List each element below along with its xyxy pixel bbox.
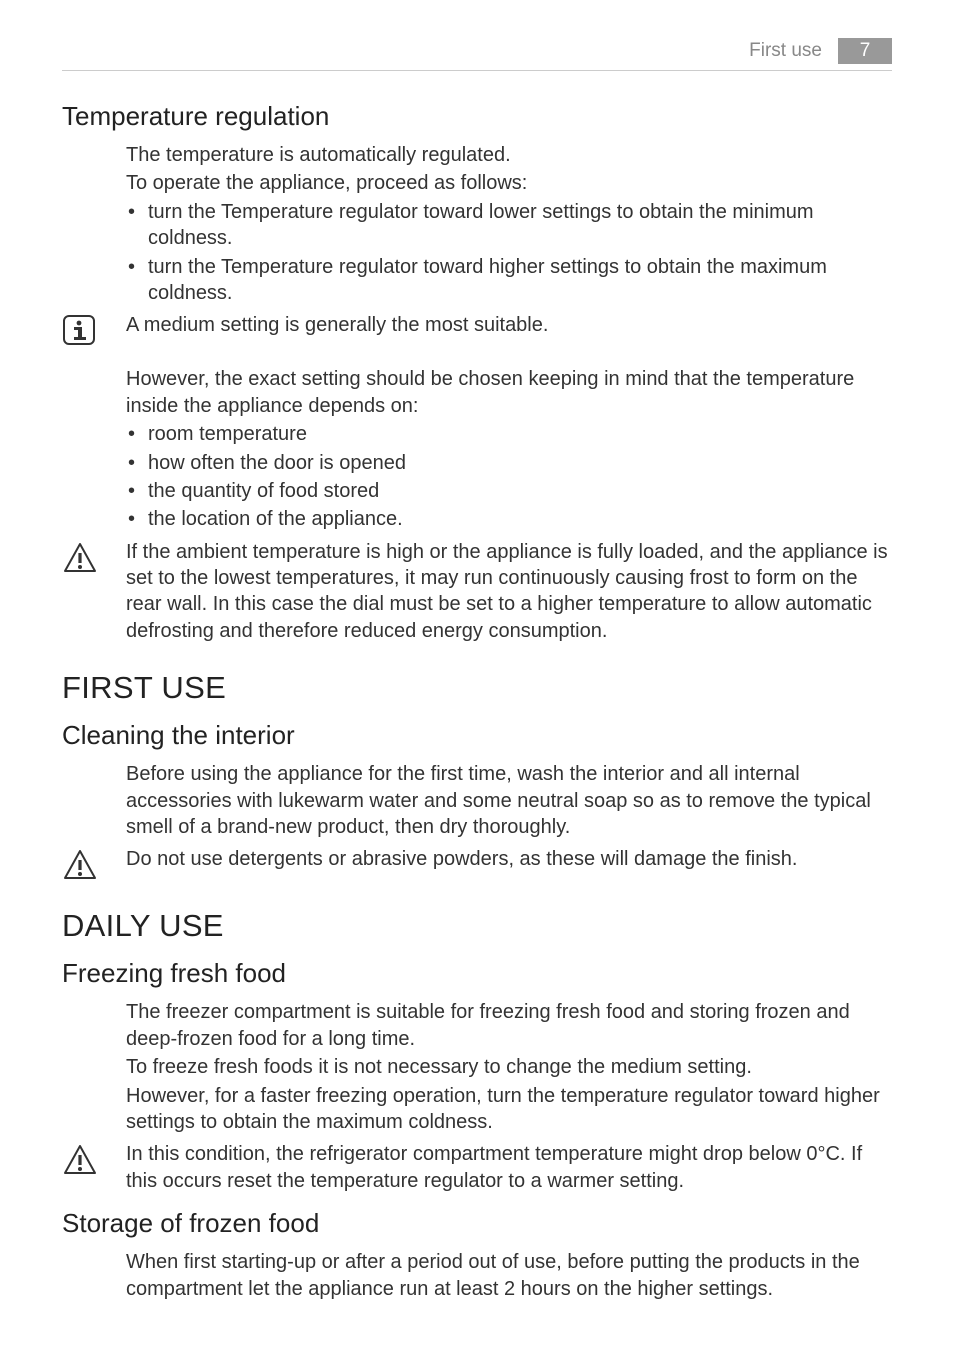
warning-icon xyxy=(62,846,126,882)
warning-icon xyxy=(62,539,126,575)
info-icon xyxy=(62,312,126,346)
daily-use-body-2: When first starting-up or after a period… xyxy=(126,1249,892,1302)
info-text: A medium setting is generally the most s… xyxy=(126,312,892,338)
daily-use-p1: The freezer compartment is suitable for … xyxy=(126,999,892,1052)
page-number-box: 7 xyxy=(838,38,892,64)
bullet-item: turn the Temperature regulator toward lo… xyxy=(126,199,892,252)
warning-text: If the ambient temperature is high or th… xyxy=(126,539,892,645)
heading-storage-frozen-food: Storage of frozen food xyxy=(62,1208,892,1239)
heading-temperature-regulation: Temperature regulation xyxy=(62,101,892,132)
heading-first-use: FIRST USE xyxy=(62,670,892,706)
bullet-item: room temperature xyxy=(126,421,892,447)
temp-reg-p2: To operate the appliance, proceed as fol… xyxy=(126,170,892,196)
heading-freezing-fresh-food: Freezing fresh food xyxy=(62,958,892,989)
heading-daily-use: DAILY USE xyxy=(62,908,892,944)
warning-row-detergents: Do not use detergents or abrasive powder… xyxy=(62,846,892,882)
daily-use-p3: However, for a faster freezing operation… xyxy=(126,1083,892,1136)
daily-use-p2: To freeze fresh foods it is not necessar… xyxy=(126,1054,892,1080)
first-use-p1: Before using the appliance for the first… xyxy=(126,761,892,840)
temp-reg-body: The temperature is automatically regulat… xyxy=(126,142,892,306)
bullet-item: how often the door is opened xyxy=(126,450,892,476)
temp-reg-p1: The temperature is automatically regulat… xyxy=(126,142,892,168)
header-section-title: First use xyxy=(749,40,822,62)
page-header: First use 7 xyxy=(62,38,892,71)
temp-reg-bullets-1: turn the Temperature regulator toward lo… xyxy=(126,199,892,307)
daily-use-body-1: The freezer compartment is suitable for … xyxy=(126,999,892,1135)
bullet-item: turn the Temperature regulator toward hi… xyxy=(126,254,892,307)
bullet-item: the quantity of food stored xyxy=(126,478,892,504)
warning-row-below-zero: In this condition, the refrigerator comp… xyxy=(62,1141,892,1194)
daily-use-p4: When first starting-up or after a period… xyxy=(126,1249,892,1302)
first-use-body: Before using the appliance for the first… xyxy=(126,761,892,840)
warning-icon xyxy=(62,1141,126,1177)
warning-text: Do not use detergents or abrasive powder… xyxy=(126,846,892,872)
temp-reg-bullets-2: room temperature how often the door is o… xyxy=(126,421,892,533)
warning-text: In this condition, the refrigerator comp… xyxy=(126,1141,892,1194)
heading-cleaning-interior: Cleaning the interior xyxy=(62,720,892,751)
info-row-medium-setting: A medium setting is generally the most s… xyxy=(62,312,892,346)
bullet-item: the location of the appliance. xyxy=(126,506,892,532)
temp-reg-p3: However, the exact setting should be cho… xyxy=(126,366,892,419)
temp-reg-depends: However, the exact setting should be cho… xyxy=(126,366,892,532)
warning-row-ambient: If the ambient temperature is high or th… xyxy=(62,539,892,645)
